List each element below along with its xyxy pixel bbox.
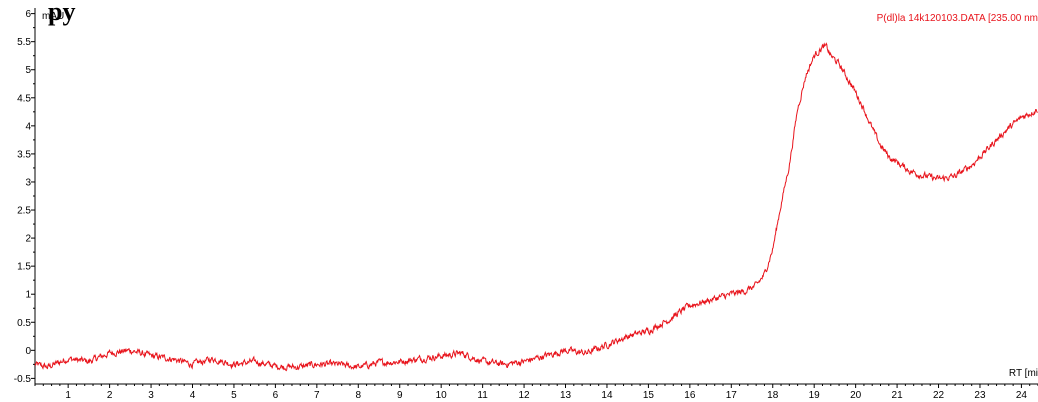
y-tick-label: 1 xyxy=(25,290,31,301)
x-tick-label: 8 xyxy=(355,390,361,401)
x-tick-label: 2 xyxy=(107,390,113,401)
y-tick-label: 0.5 xyxy=(17,318,31,329)
x-tick-label: 5 xyxy=(231,390,237,401)
trace-line xyxy=(34,42,1038,372)
x-tick-label: 18 xyxy=(767,390,779,401)
x-tick-label: 23 xyxy=(974,390,986,401)
x-tick-label: 14 xyxy=(601,390,613,401)
trace-label: P(dl)la 14k120103.DATA [235.00 nm xyxy=(877,13,1038,24)
x-tick-label: 9 xyxy=(397,390,403,401)
x-tick-label: 21 xyxy=(892,390,904,401)
y-tick-label: 4.5 xyxy=(17,93,31,104)
x-tick-label: 12 xyxy=(519,390,531,401)
y-tick-label: 3.5 xyxy=(17,149,31,160)
x-axis-ticks: 1 2 3 4 5 6 7 8 9 10 11 12 13 14 15 16 17 18 19 20 21 22 23 24 xyxy=(34,384,1038,401)
x-tick-label: 19 xyxy=(809,390,821,401)
heading-fragment: py xyxy=(48,0,75,26)
y-axis-ticks: -0.5 0 0.5 1 1.5 2 2.5 3 3.5 4 4.5 5 5.5 6 xyxy=(14,9,35,385)
y-tick-label: 4 xyxy=(25,121,31,132)
y-tick-label: 5.5 xyxy=(17,37,31,48)
x-tick-label: 11 xyxy=(477,390,488,401)
y-tick-label: 5 xyxy=(25,65,31,76)
y-tick-label: -0.5 xyxy=(14,374,32,385)
x-tick-label: 6 xyxy=(273,390,279,401)
y-tick-label: 2 xyxy=(25,234,31,245)
y-tick-label: 6 xyxy=(25,9,31,20)
x-tick-label: 15 xyxy=(643,390,655,401)
x-tick-label: 13 xyxy=(560,390,572,401)
y-axis-label: mAU xyxy=(42,11,64,22)
x-tick-label: 1 xyxy=(65,390,71,401)
x-tick-label: 7 xyxy=(314,390,320,401)
y-tick-label: 2.5 xyxy=(17,206,31,217)
x-tick-label: 16 xyxy=(684,390,696,401)
x-tick-label: 3 xyxy=(148,390,154,401)
x-tick-label: 20 xyxy=(850,390,862,401)
y-tick-label: 1.5 xyxy=(17,262,31,273)
y-tick-label: 3 xyxy=(25,177,31,188)
x-axis-label: RT [mi xyxy=(1009,368,1038,379)
x-tick-label: 17 xyxy=(726,390,738,401)
x-tick-label: 22 xyxy=(933,390,945,401)
x-tick-label: 24 xyxy=(1016,390,1028,401)
x-tick-label: 10 xyxy=(436,390,448,401)
y-tick-label: 0 xyxy=(25,346,31,357)
x-tick-label: 4 xyxy=(190,390,196,401)
